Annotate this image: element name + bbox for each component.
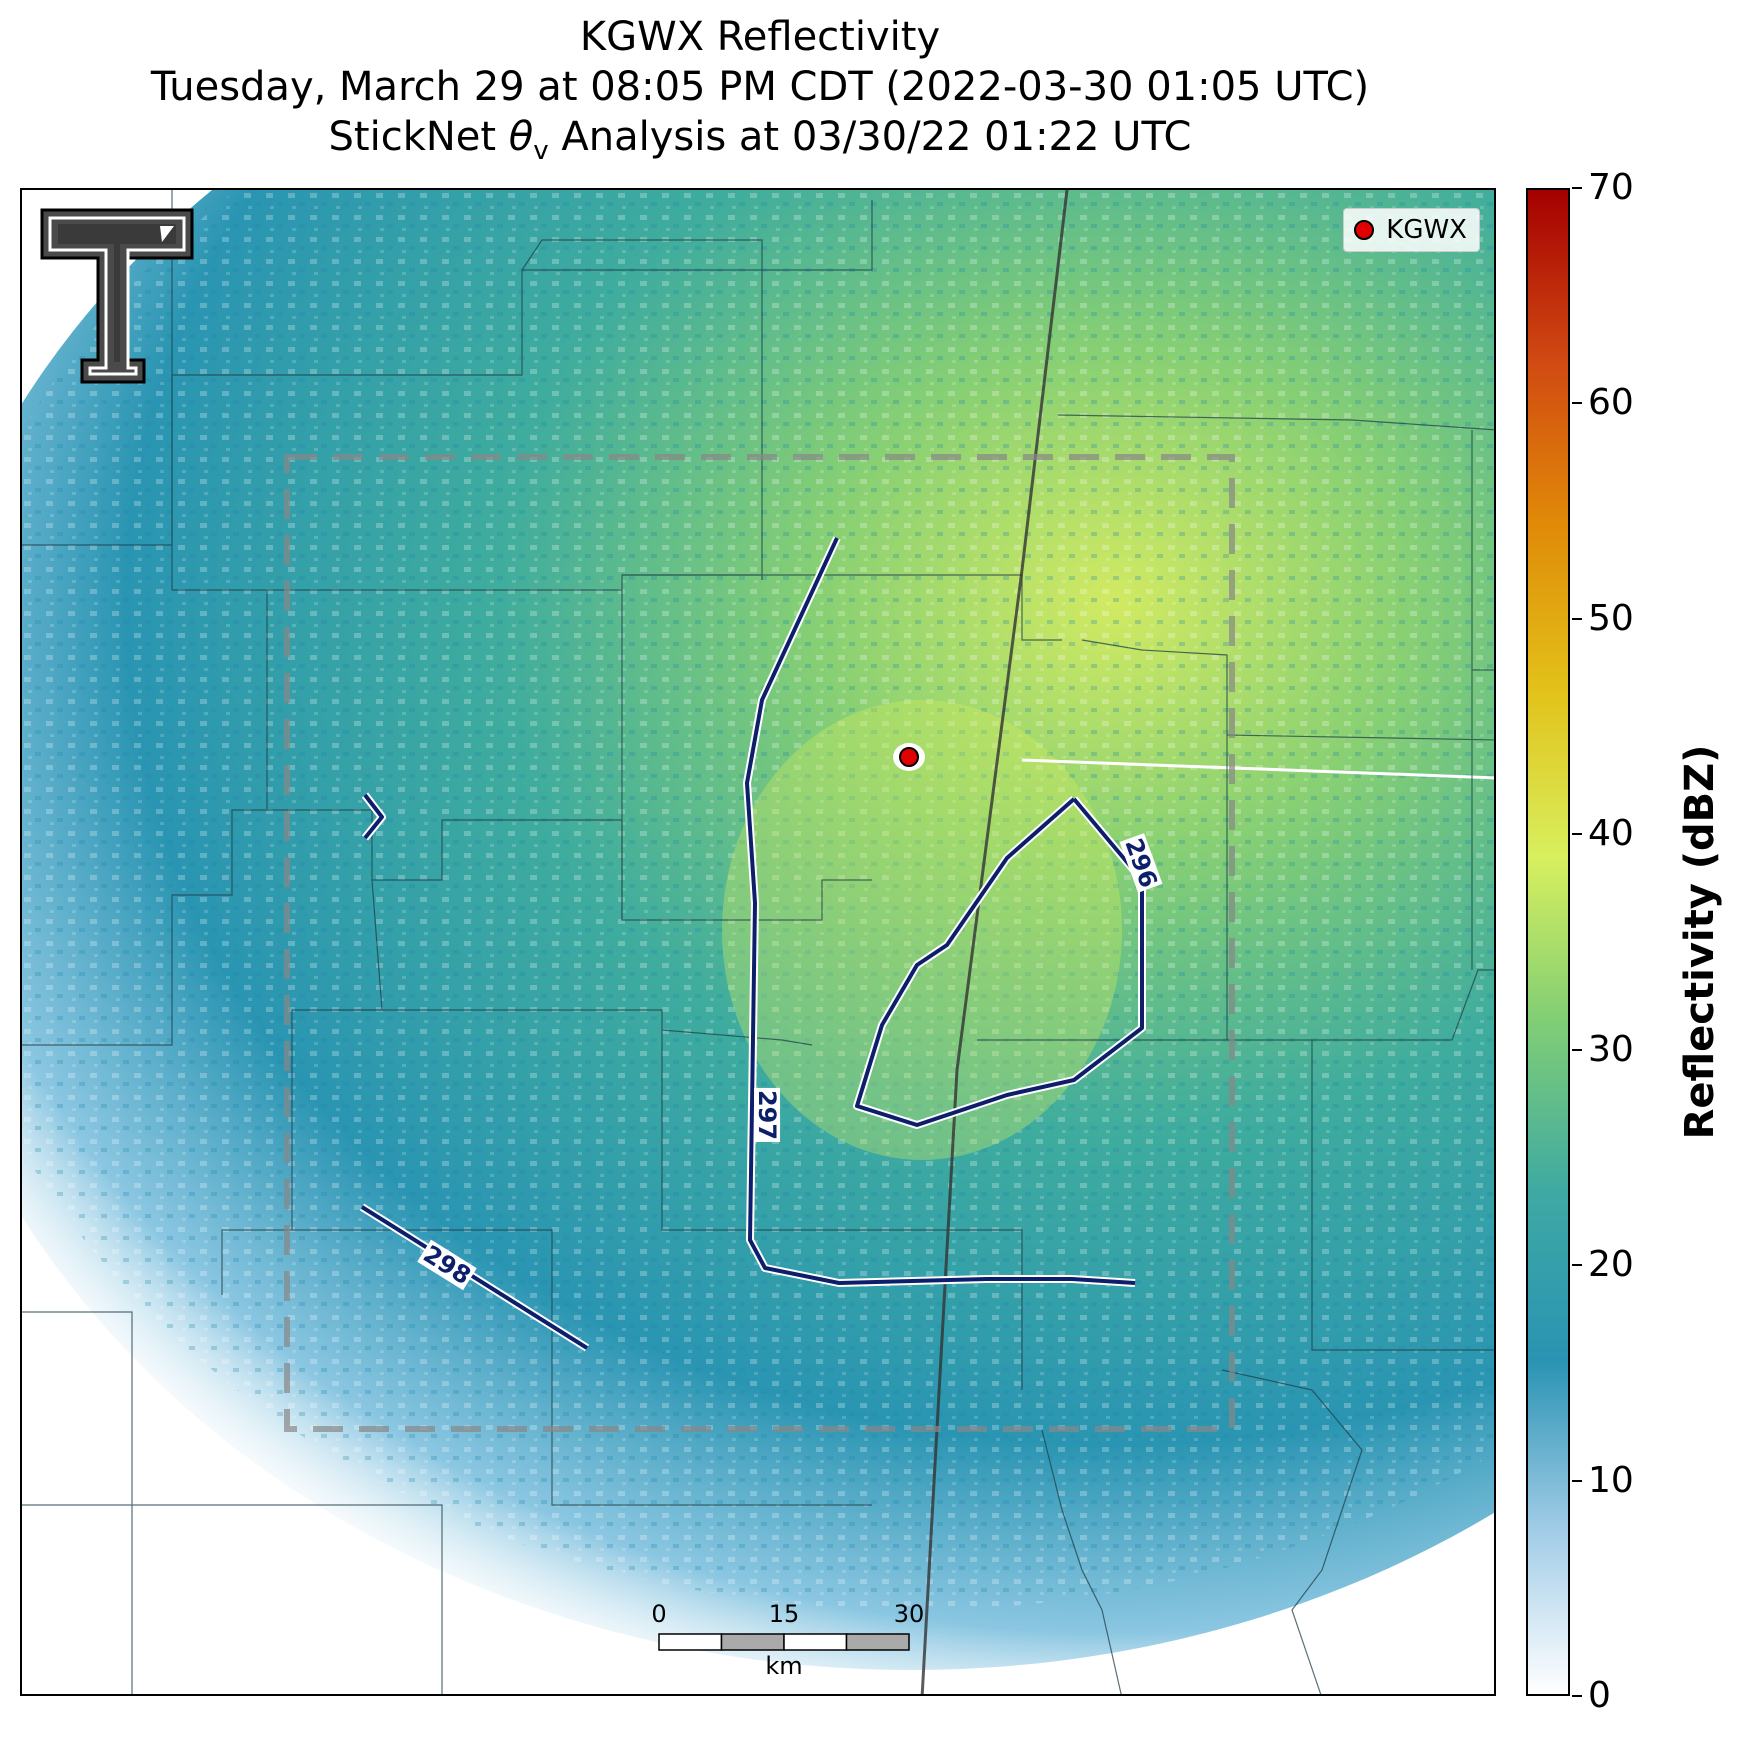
double-t-logo bbox=[40, 208, 194, 384]
scale-unit: km bbox=[765, 1652, 803, 1680]
radar-map-canvas bbox=[22, 190, 1494, 1694]
colorbar-tick-mark bbox=[1572, 617, 1582, 620]
contour-small-chevron bbox=[363, 793, 384, 840]
title-suffix: Analysis at 03/30/22 01:22 UTC bbox=[548, 114, 1192, 160]
contour-297 bbox=[745, 537, 1136, 1285]
highway-line bbox=[920, 190, 1069, 1694]
colorbar-tick-mark bbox=[1572, 833, 1582, 836]
scale-bar-graphic bbox=[658, 1633, 910, 1651]
beam-blockage-line bbox=[1021, 758, 1494, 780]
colorbar-label: Reflectivity (dBZ) bbox=[1677, 744, 1723, 1140]
colorbar-tick-label: 50 bbox=[1588, 597, 1634, 639]
colorbar-tick-mark bbox=[1572, 1479, 1582, 1482]
contour-298 bbox=[360, 1205, 589, 1350]
contour-296 bbox=[855, 797, 1144, 1127]
colorbar-tick-mark bbox=[1572, 402, 1582, 405]
colorbar-tick-label: 60 bbox=[1588, 382, 1634, 424]
colorbar-tick-label: 20 bbox=[1588, 1244, 1634, 1286]
radar-site-marker bbox=[899, 747, 919, 767]
title-line-2: Tuesday, March 29 at 08:05 PM CDT (2022-… bbox=[150, 64, 1370, 110]
colorbar-tick-mark bbox=[1572, 1695, 1582, 1697]
contour-label-297: 297 bbox=[753, 1087, 782, 1143]
colorbar-tick-label: 70 bbox=[1588, 167, 1634, 208]
theta-symbol: θ bbox=[508, 114, 534, 160]
scale-tick-15: 15 bbox=[768, 1600, 800, 1628]
map-legend: KGWX bbox=[1343, 208, 1480, 252]
colorbar-tick-mark bbox=[1572, 187, 1582, 189]
scale-tick-0: 0 bbox=[651, 1600, 667, 1628]
radar-map[interactable]: KGWX 296 297 298 0 15 30 km bbox=[20, 188, 1496, 1696]
colorbar bbox=[1526, 188, 1570, 1696]
colorbar-tick-mark bbox=[1572, 1048, 1582, 1051]
title-line-3: StickNet θv Analysis at 03/30/22 01:22 U… bbox=[0, 114, 1520, 174]
colorbar-tick-mark bbox=[1572, 1264, 1582, 1267]
legend-label: KGWX bbox=[1386, 215, 1467, 245]
colorbar-tick-label: 0 bbox=[1588, 1675, 1611, 1716]
title-line-1: KGWX Reflectivity bbox=[579, 14, 941, 60]
colorbar-tick-label: 30 bbox=[1588, 1028, 1634, 1070]
colorbar-tick-label: 40 bbox=[1588, 813, 1634, 855]
legend-marker-icon bbox=[1354, 220, 1375, 240]
analysis-domain-box bbox=[284, 454, 1235, 1432]
scale-tick-30: 30 bbox=[893, 1600, 925, 1628]
title-prefix: StickNet bbox=[328, 114, 509, 160]
high-reflectivity-core bbox=[722, 700, 1122, 1160]
theta-subscript: v bbox=[533, 136, 549, 166]
colorbar-tick-label: 10 bbox=[1588, 1459, 1634, 1501]
scale-bar: 0 15 30 km bbox=[632, 1600, 924, 1680]
